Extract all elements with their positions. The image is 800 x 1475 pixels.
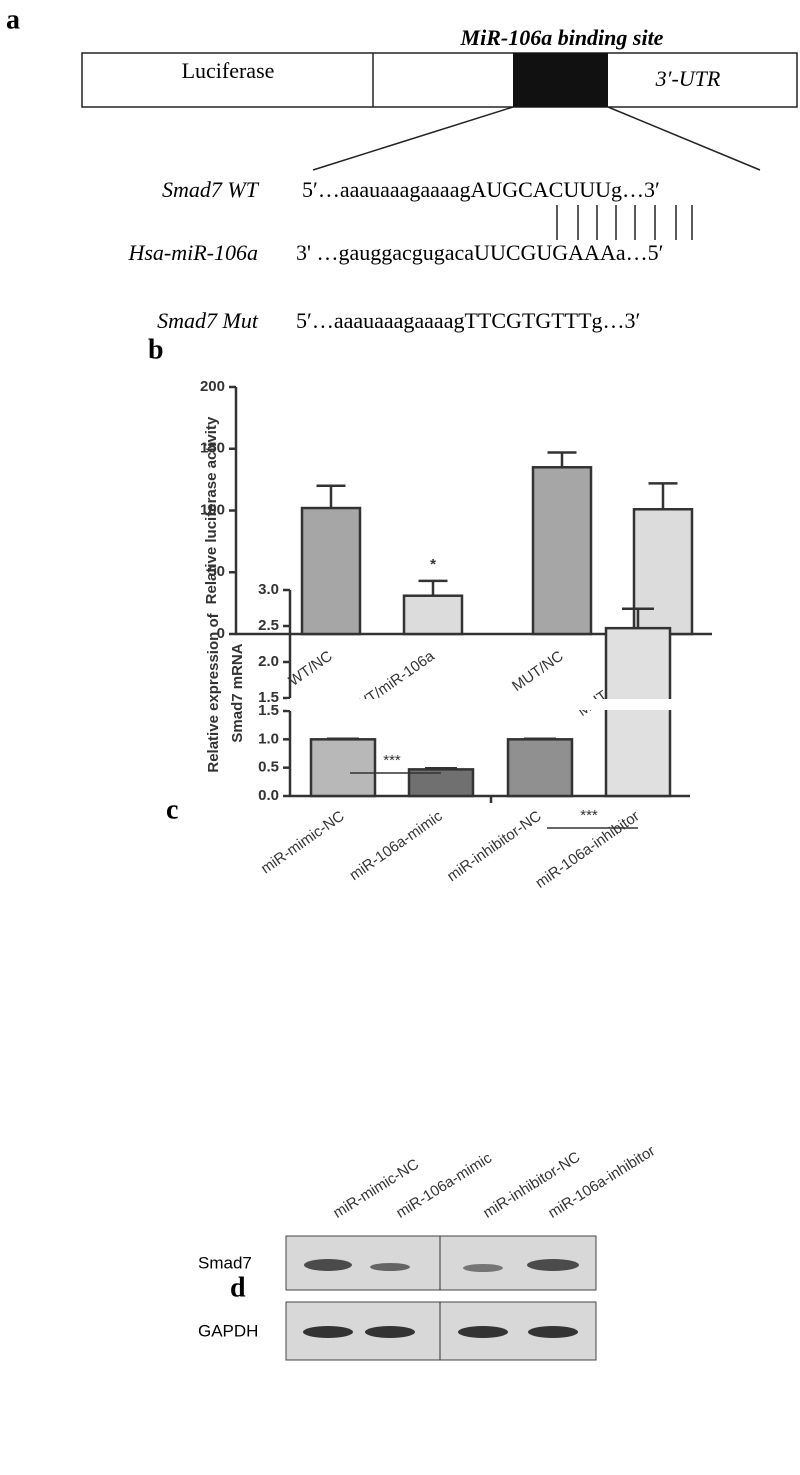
row-label: GAPDH <box>198 1321 258 1340</box>
x-tick-label: miR-106a-mimic <box>346 807 446 884</box>
y-tick-label: 2.5 <box>258 617 279 634</box>
bar <box>632 508 694 636</box>
y-tick-label: 100 <box>200 501 225 518</box>
bar <box>300 506 362 636</box>
y-tick-label: 1.5 <box>258 702 279 719</box>
x-tick-label: miR-mimic-NC <box>258 808 348 878</box>
segment-label: 3′-UTR <box>655 66 721 91</box>
y-tick-label: 150 <box>200 440 225 457</box>
base-pairing <box>556 205 693 240</box>
x-tick-label: MUT/NC <box>509 648 567 695</box>
significance: *** <box>383 752 401 769</box>
bands <box>303 1259 579 1338</box>
bar <box>531 466 593 636</box>
y-axis-label: Smad7 mRNA <box>229 643 246 742</box>
y-tick-label: 3.0 <box>258 581 279 598</box>
y-tick-label: 0.5 <box>258 759 279 776</box>
significance: * <box>430 556 436 573</box>
x-tick-label: miR-inhibitor-NC <box>444 808 545 886</box>
construct-title: MiR-106a binding site <box>460 25 664 50</box>
construct-box <box>81 52 798 108</box>
bar <box>407 768 475 798</box>
y-tick-label: 0.0 <box>258 787 279 804</box>
axis-break <box>287 699 687 710</box>
y-axis-label: Relative luciferase activity <box>203 416 220 604</box>
y-tick-label: 1.0 <box>258 730 279 747</box>
row-label: Smad7 <box>198 1253 252 1272</box>
y-tick-label: 0 <box>217 625 225 642</box>
significance: *** <box>580 807 598 824</box>
panel-label: a <box>6 4 20 35</box>
y-axis-label: Relative expression of <box>205 612 222 772</box>
y-tick-label: 200 <box>200 378 225 395</box>
x-tick-label: WT/NC <box>286 648 336 690</box>
panel-label: d <box>230 1272 246 1303</box>
y-tick-label: 1.5 <box>258 689 279 706</box>
sequence: 5′…aaauaaagaaaagAUGCACUUUg…3′ <box>302 177 660 202</box>
segment-label: Luciferase <box>182 58 275 83</box>
sequence: 3' …gauggacgugacaUUCGUGAAAa…5′ <box>296 240 663 265</box>
seq-label: Smad7 Mut <box>157 308 259 333</box>
panel-label: c <box>166 794 178 825</box>
seq-label: Hsa-miR-106a <box>127 240 258 265</box>
bar <box>309 738 377 798</box>
binding-site <box>513 53 608 107</box>
seq-label: Smad7 WT <box>162 177 260 202</box>
y-tick-label: 50 <box>208 563 225 580</box>
zoom-line <box>607 106 761 171</box>
y-tick-label: 2.0 <box>258 653 279 670</box>
lane-label: miR-106a-inhibitor <box>545 1142 658 1221</box>
sequence: 5′…aaauaaagaaaagTTCGTGTTTg…3′ <box>296 308 640 333</box>
zoom-line <box>312 106 514 171</box>
bar <box>402 594 464 636</box>
bar <box>604 626 672 798</box>
panel-label: b <box>148 334 164 365</box>
bar <box>506 738 574 798</box>
